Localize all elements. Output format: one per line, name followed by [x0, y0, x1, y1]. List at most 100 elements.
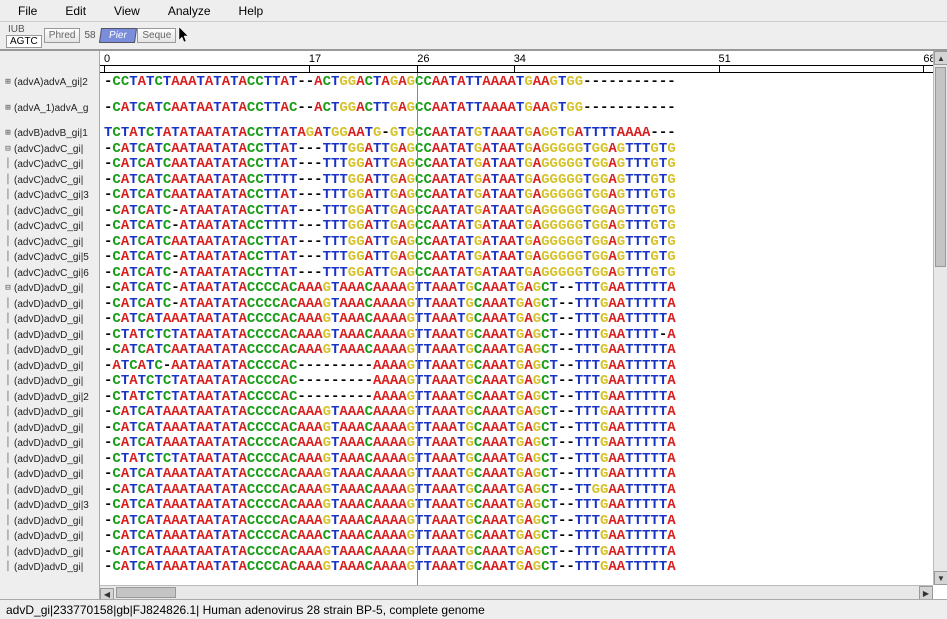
scroll-down-icon[interactable]: ▼	[934, 571, 947, 585]
scroll-thumb-v[interactable]	[935, 67, 946, 267]
sequence-row[interactable]: -CATCATCAATAATATACCTTAT---TTTGGATTGAGCCA…	[100, 142, 947, 158]
sequence-row[interactable]: -CATCATC-ATAATATACCCCACAAAGTAAACAAAAGTTA…	[100, 281, 947, 297]
sequence-row[interactable]: -CATCATAAATAATATACCCCACAAACTAAACAAAAGTTA…	[100, 529, 947, 545]
agtc-label[interactable]: AGTC	[6, 35, 42, 48]
sequence-label[interactable]: │(advD)advD_gi|	[0, 452, 99, 468]
sequence-label[interactable]: │(advC)advC_gi|	[0, 204, 99, 220]
sequence-row[interactable]: -CATCATC-ATAATATACCTTTT---TTTGGATTGAGCCA…	[100, 219, 947, 235]
sequence-grid[interactable]: -CCTATCTAAATATATACCTTAT--ACTGGACTAGAGCCA…	[100, 73, 947, 576]
sequence-row[interactable]: -CATCATAAATAATATACCCCACAAAGTAAACAAAAGTTA…	[100, 467, 947, 483]
sequence-row[interactable]: -CTATCTCTATAATATACCCCAC---------AAAAGTTA…	[100, 374, 947, 390]
menu-edit[interactable]: Edit	[51, 2, 100, 20]
sequence-label[interactable]: │(advC)advC_gi|6	[0, 266, 99, 282]
sequence-label[interactable]: │(advC)advC_gi|	[0, 219, 99, 235]
menu-file[interactable]: File	[4, 2, 51, 20]
menu-view[interactable]: View	[100, 2, 154, 20]
sequence-label[interactable]: │(advD)advD_gi|	[0, 343, 99, 359]
tool-active[interactable]: Pier	[99, 28, 137, 43]
scroll-left-icon[interactable]: ◀	[100, 588, 114, 600]
sequence-row[interactable]: -CATCATCAATAATATACCTTAT---TTTGGATTGAGCCA…	[100, 235, 947, 251]
sequence-row[interactable]: -CATCATAAATAATATACCCCACAAAGTAAACAAAAGTTA…	[100, 545, 947, 561]
label-text: (advA)advA_gi|2	[14, 75, 88, 91]
tool-phred[interactable]: Phred	[44, 28, 81, 43]
sequence-row[interactable]: -CATCATCAATAATATACCTTTT---TTTGGATTGAGCCA…	[100, 173, 947, 189]
menu-help[interactable]: Help	[225, 2, 278, 20]
sequence-label[interactable]: │(advD)advD_gi|	[0, 436, 99, 452]
sequence-label[interactable]: ⊞(advB)advB_gi|1	[0, 126, 99, 142]
menu-analyze[interactable]: Analyze	[154, 2, 225, 20]
sequence-label[interactable]: │(advD)advD_gi|	[0, 405, 99, 421]
label-text: (advC)advC_gi|5	[14, 250, 89, 266]
sequence-label[interactable]: │(advC)advC_gi|5	[0, 250, 99, 266]
sequence-row[interactable]: -CATCATAAATAATATACCCCACAAAGTAAACAAAAGTTA…	[100, 514, 947, 530]
sequence-label[interactable]: │(advD)advD_gi|	[0, 374, 99, 390]
sequence-label[interactable]: ⊟(advC)advC_gi|	[0, 142, 99, 158]
label-text: (advD)advD_gi|	[14, 343, 83, 359]
sequence-label[interactable]: ⊞(advA)advA_gi|2	[0, 75, 99, 91]
label-text: (advD)advD_gi|	[14, 545, 83, 561]
ruler-tick: 17	[309, 53, 321, 65]
sequence-row[interactable]: -CATCATC-ATAATATACCTTAT---TTTGGATTGAGCCA…	[100, 204, 947, 220]
sequence-row[interactable]: -CATCATCAATAATATACCTTAC--ACTGGACTTGAGCCA…	[100, 101, 947, 117]
sequence-row[interactable]: -CATCATCAATAATATACCCCACAAAGTAAACAAAAGTTA…	[100, 343, 947, 359]
sequence-label[interactable]: │(advD)advD_gi|3	[0, 498, 99, 514]
sequence-label[interactable]: │(advD)advD_gi|	[0, 328, 99, 344]
tree-branch-icon: │	[2, 297, 14, 313]
sequence-row[interactable]: -CTATCTCTATAATATACCCCACAAAGTAAACAAAAGTTA…	[100, 452, 947, 468]
expand-icon[interactable]: ⊞	[2, 101, 14, 117]
label-text: (advD)advD_gi|3	[14, 498, 89, 514]
sequence-row[interactable]: -CTATCTCTATAATATACCCCACAAAGTAAACAAAAGTTA…	[100, 328, 947, 344]
collapse-icon[interactable]: ⊟	[2, 281, 14, 297]
sequence-label[interactable]: │(advD)advD_gi|	[0, 545, 99, 561]
sequence-row[interactable]: -ATCATC-AATAATATACCCCAC---------AAAAGTTA…	[100, 359, 947, 375]
statusbar: advD_gi|233770158|gb|FJ824826.1| Human a…	[0, 599, 947, 619]
scrollbar-horizontal[interactable]: ◀ ▶	[100, 585, 933, 599]
expand-icon[interactable]: ⊞	[2, 126, 14, 142]
scrollbar-vertical[interactable]: ▲ ▼	[933, 51, 947, 585]
label-text: (advD)advD_gi|	[14, 467, 83, 483]
label-text: (advD)advD_gi|2	[14, 390, 89, 406]
sequence-row[interactable]: -CATCATAAATAATATACCCCACAAAGTAAACAAAAGTTA…	[100, 405, 947, 421]
label-text: (advD)advD_gi|	[14, 514, 83, 530]
sequence-row[interactable]: -CATCATC-ATAATATACCTTAT---TTTGGATTGAGCCA…	[100, 266, 947, 282]
sequence-label[interactable]: │(advC)advC_gi|	[0, 235, 99, 251]
sequence-label[interactable]: │(advD)advD_gi|	[0, 483, 99, 499]
sequence-label[interactable]: │(advC)advC_gi|3	[0, 188, 99, 204]
sequence-label[interactable]: │(advD)advD_gi|	[0, 421, 99, 437]
sequence-label[interactable]: │(advD)advD_gi|	[0, 312, 99, 328]
label-text: (advD)advD_gi|	[14, 452, 83, 468]
sequence-row[interactable]: -CATCATC-ATAATATACCTTAT---TTTGGATTGAGCCA…	[100, 250, 947, 266]
sequence-label[interactable]: │(advD)advD_gi|2	[0, 390, 99, 406]
sequence-label[interactable]: │(advD)advD_gi|	[0, 297, 99, 313]
sequence-row[interactable]: -CATCATAAATAATATACCCCACAAAGTAAACAAAAGTTA…	[100, 483, 947, 499]
scroll-thumb-h[interactable]	[116, 587, 176, 598]
sequence-row[interactable]: -CATCATCAATAATATACCTTAT---TTTGGATTGAGCCA…	[100, 188, 947, 204]
tree-branch-icon: │	[2, 235, 14, 251]
sequence-label[interactable]: ⊟(advD)advD_gi|	[0, 281, 99, 297]
label-text: (advD)advD_gi|	[14, 374, 83, 390]
sequence-row[interactable]: -CATCATCAATAATATACCTTAT---TTTGGATTGAGCCA…	[100, 157, 947, 173]
sequence-label[interactable]: │(advD)advD_gi|	[0, 560, 99, 576]
sequence-label[interactable]: │(advD)advD_gi|	[0, 529, 99, 545]
sequence-row[interactable]: -CATCATC-ATAATATACCCCACAAAGTAAACAAAAGTTA…	[100, 297, 947, 313]
scroll-right-icon[interactable]: ▶	[919, 586, 933, 599]
sequence-row[interactable]: -CATCATAAATAATATACCCCACAAAGTAAACAAAAGTTA…	[100, 421, 947, 437]
sequence-row[interactable]: -CATCATAAATAATATACCCCACAAAGTAAACAAAAGTTA…	[100, 498, 947, 514]
sequence-row[interactable]: -CATCATAAATAATATACCCCACAAAGTAAACAAAAGTTA…	[100, 436, 947, 452]
expand-icon[interactable]: ⊞	[2, 75, 14, 91]
sequence-label[interactable]: │(advD)advD_gi|	[0, 467, 99, 483]
sequence-label[interactable]: ⊞(advA_1)advA_g	[0, 101, 99, 117]
sequence-row[interactable]: TCTATCTATATAATATACCTTATAGATGGAATG-GTGCCA…	[100, 126, 947, 142]
sequence-label[interactable]: │(advC)advC_gi|	[0, 173, 99, 189]
sequence-label[interactable]: │(advD)advD_gi|	[0, 514, 99, 530]
scroll-up-icon[interactable]: ▲	[934, 51, 947, 65]
sequence-row[interactable]: -CCTATCTAAATATATACCTTAT--ACTGGACTAGAGCCA…	[100, 75, 947, 91]
tool-seque[interactable]: Seque	[137, 28, 176, 43]
sequence-label[interactable]: │(advD)advD_gi|	[0, 359, 99, 375]
collapse-icon[interactable]: ⊟	[2, 142, 14, 158]
label-text: (advB)advB_gi|1	[14, 126, 88, 142]
sequence-row[interactable]: -CATCATAAATAATATACCCCACAAAGTAAACAAAAGTTA…	[100, 560, 947, 576]
sequence-label[interactable]: │(advC)advC_gi|	[0, 157, 99, 173]
sequence-row[interactable]: -CATCATAAATAATATACCCCACAAAGTAAACAAAAGTTA…	[100, 312, 947, 328]
sequence-row[interactable]: -CTATCTCTATAATATACCCCAC---------AAAAGTTA…	[100, 390, 947, 406]
